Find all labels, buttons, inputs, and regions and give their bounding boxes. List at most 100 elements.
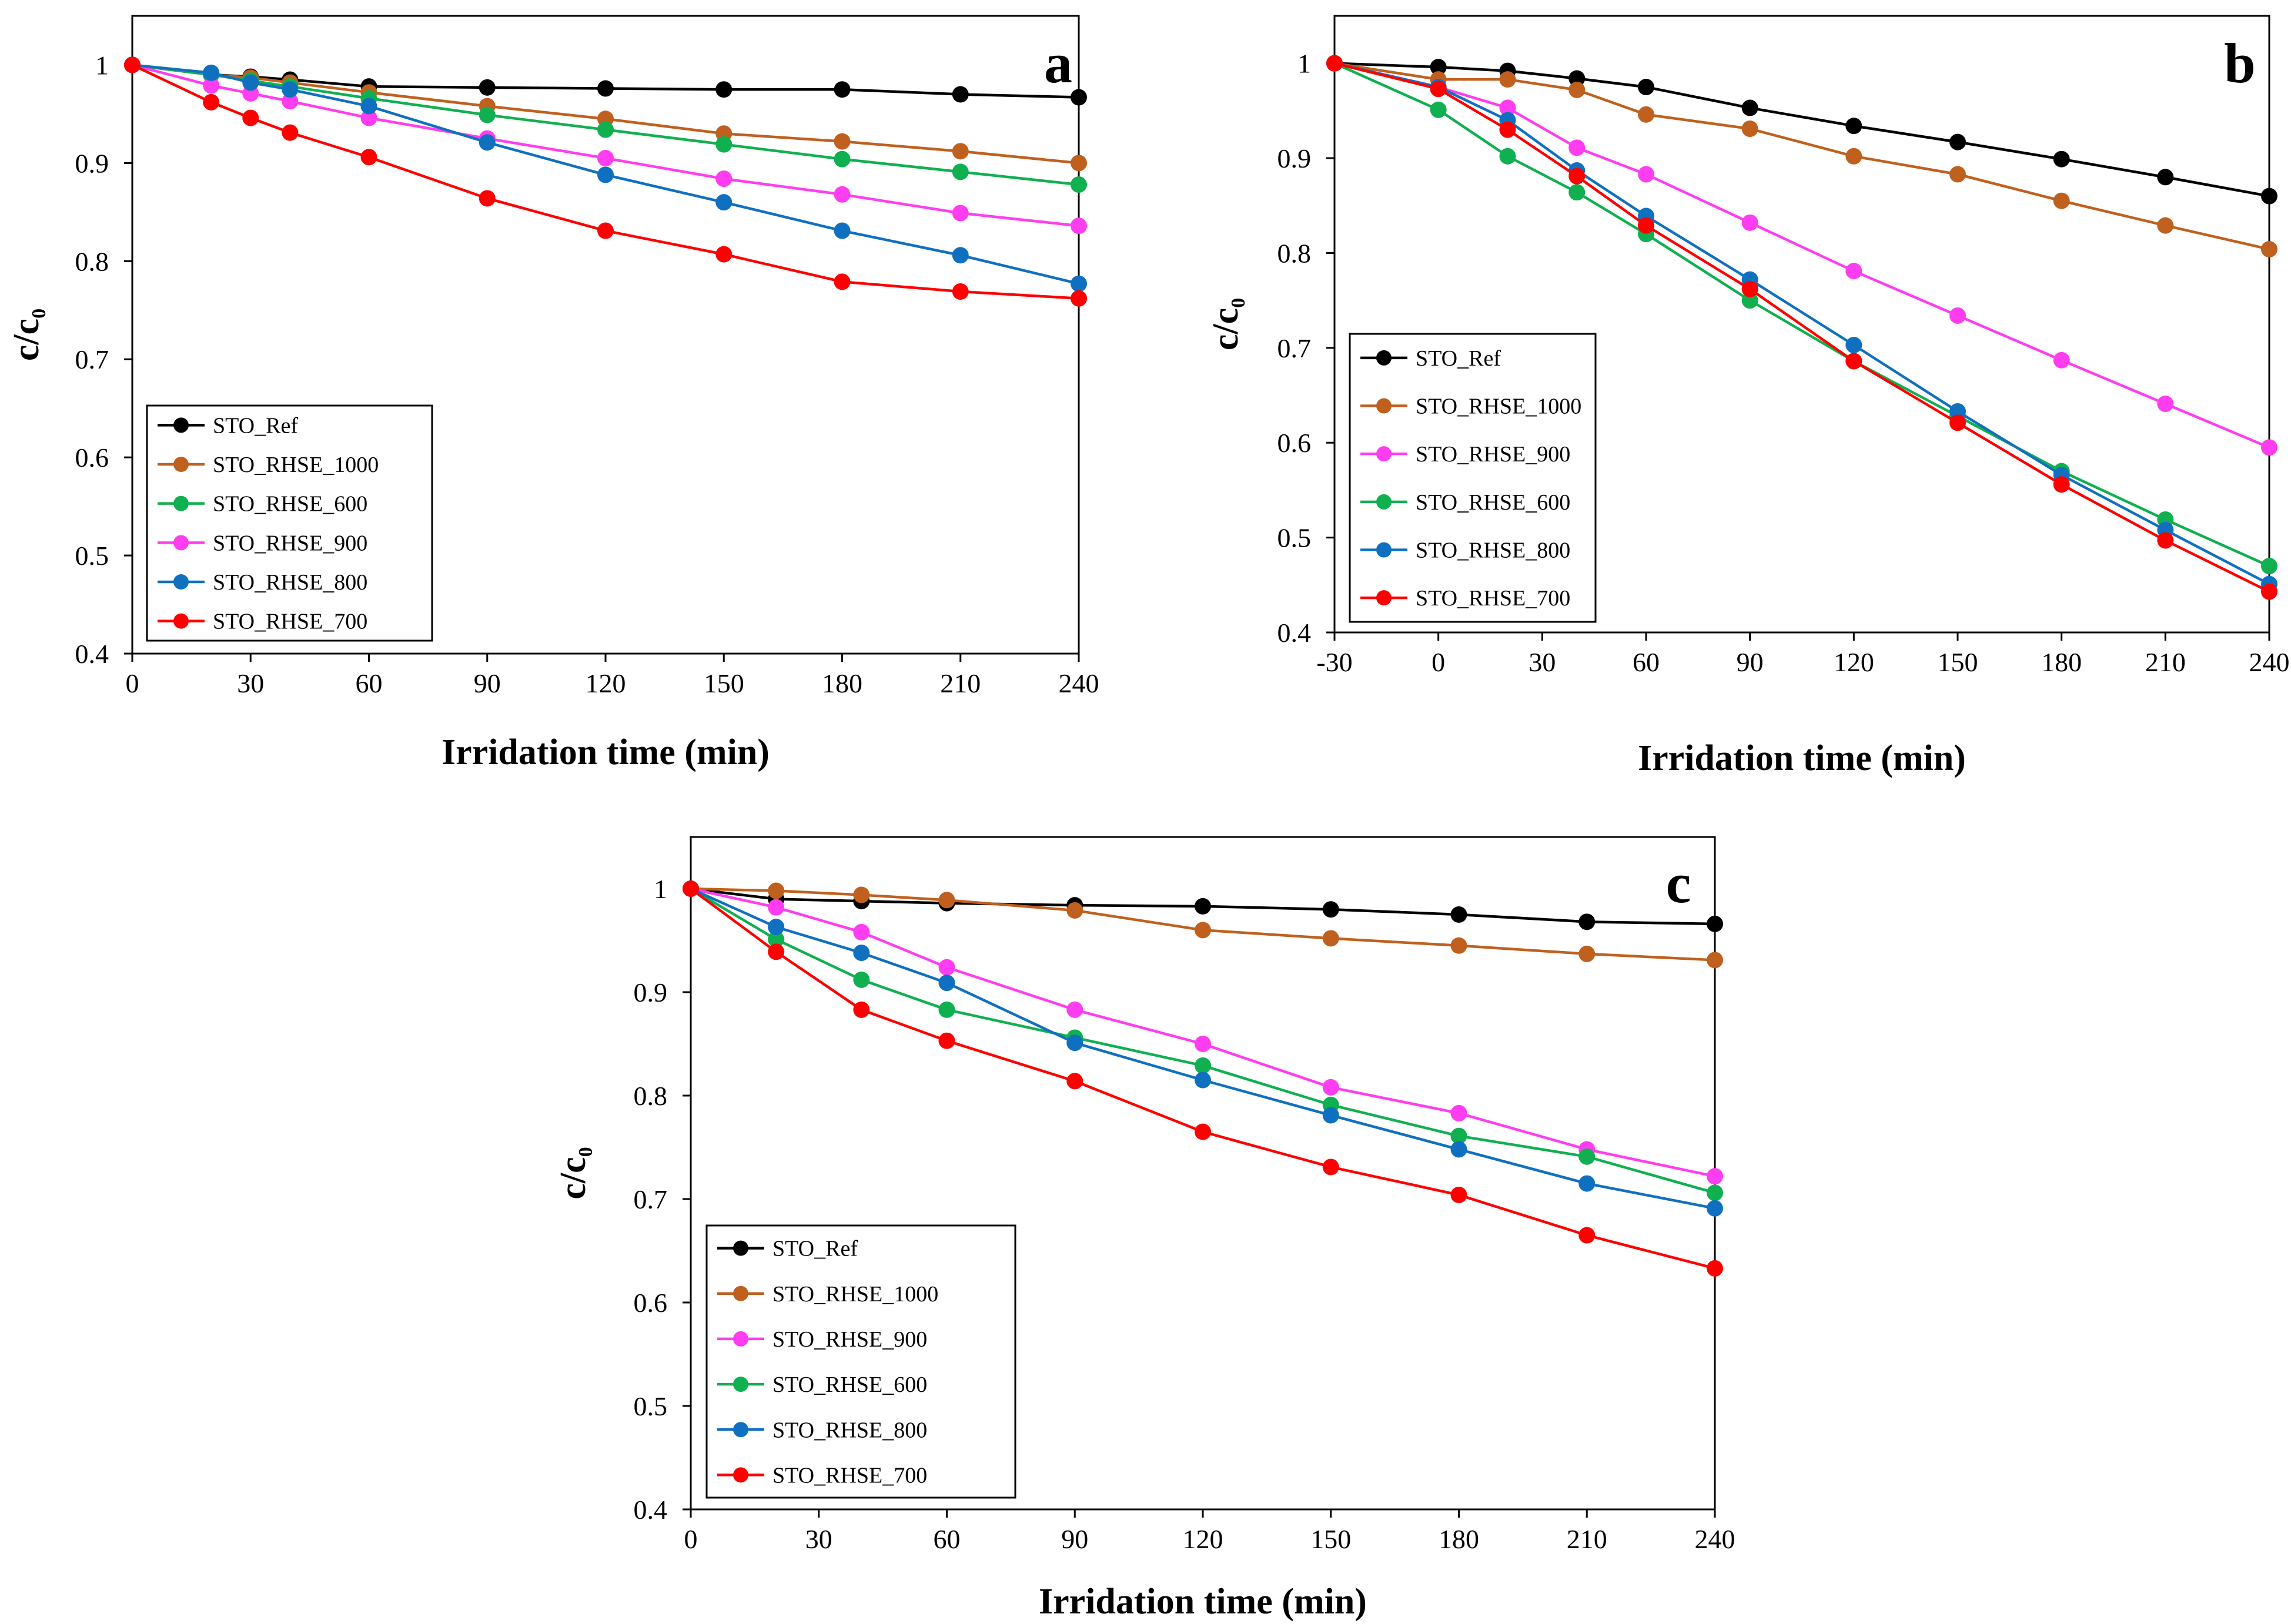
data-point bbox=[597, 166, 614, 183]
data-point bbox=[853, 945, 870, 962]
data-point bbox=[2053, 476, 2070, 493]
y-axis-title-main: c/c bbox=[6, 319, 46, 361]
data-point bbox=[2261, 439, 2277, 456]
x-tick-label: 90 bbox=[1737, 647, 1764, 677]
legend-marker bbox=[173, 535, 189, 551]
data-point bbox=[1741, 280, 1758, 297]
data-point bbox=[715, 81, 733, 98]
data-point bbox=[2157, 396, 2174, 413]
y-tick-label: 1 bbox=[95, 50, 109, 80]
x-axis-title: Irridation time (min) bbox=[1039, 1582, 1367, 1622]
legend-marker bbox=[1376, 446, 1392, 462]
data-point bbox=[1450, 1104, 1467, 1121]
data-point bbox=[1741, 120, 1758, 138]
data-point bbox=[1322, 1107, 1339, 1124]
data-point bbox=[834, 273, 851, 290]
data-point bbox=[1707, 915, 1723, 932]
legend-label: STO_RHSE_1000 bbox=[213, 453, 379, 477]
data-point bbox=[1322, 901, 1339, 918]
y-tick-label: 0.8 bbox=[634, 1081, 668, 1111]
data-point bbox=[1845, 118, 1862, 135]
data-point bbox=[952, 86, 969, 103]
legend-label: STO_RHSE_600 bbox=[772, 1372, 927, 1397]
data-point bbox=[1450, 1141, 1467, 1158]
legend-marker bbox=[173, 457, 189, 472]
x-tick-label: 60 bbox=[934, 1524, 961, 1554]
plot-frame bbox=[1333, 15, 2270, 634]
data-point bbox=[1450, 1186, 1467, 1203]
data-point bbox=[938, 892, 955, 909]
y-tick-label: 0.9 bbox=[1277, 143, 1312, 173]
series-line-sto-rhse-800 bbox=[690, 887, 1715, 1210]
legend-label: STO_RHSE_900 bbox=[213, 531, 367, 555]
data-point bbox=[768, 943, 785, 960]
data-point bbox=[1578, 1148, 1596, 1165]
data-point bbox=[1741, 292, 1758, 309]
x-tick-label: 90 bbox=[474, 668, 501, 698]
y-axis-title-main: c/c bbox=[553, 1157, 593, 1199]
data-point bbox=[1450, 937, 1467, 954]
legend-marker bbox=[733, 1331, 748, 1347]
data-point bbox=[124, 56, 141, 73]
legend-label: STO_Ref bbox=[772, 1237, 858, 1261]
data-point bbox=[1949, 307, 1966, 324]
data-point bbox=[1845, 148, 1862, 165]
x-tick-label: 30 bbox=[237, 668, 264, 698]
data-point bbox=[479, 106, 496, 123]
legend-label: STO_RHSE_1000 bbox=[1416, 394, 1581, 419]
data-point bbox=[2261, 558, 2277, 575]
data-point bbox=[683, 880, 699, 897]
legend-marker bbox=[733, 1240, 748, 1256]
y-axis-title-subscript: 0 bbox=[1228, 298, 1249, 308]
legend-label: STO_RHSE_700 bbox=[1416, 586, 1570, 611]
data-point bbox=[1578, 1175, 1596, 1192]
data-point bbox=[2261, 241, 2277, 258]
x-tick-label: 0 bbox=[126, 668, 139, 698]
data-point bbox=[2053, 351, 2070, 369]
legend-label: STO_Ref bbox=[213, 413, 298, 438]
y-tick-label: 0.9 bbox=[634, 977, 668, 1007]
data-point bbox=[1741, 99, 1758, 116]
data-point bbox=[1638, 106, 1654, 123]
series-line-sto-rhse-1000 bbox=[690, 887, 1715, 962]
x-axis-title: Irridation time (min) bbox=[1638, 738, 1966, 778]
data-point bbox=[282, 93, 299, 110]
data-point bbox=[1071, 217, 1087, 235]
legend-marker bbox=[733, 1285, 748, 1301]
y-tick-label: 0.4 bbox=[1277, 618, 1312, 648]
y-tick-label: 0.7 bbox=[1277, 333, 1312, 363]
data-point bbox=[715, 170, 733, 187]
data-point bbox=[1707, 952, 1723, 969]
legend-marker bbox=[1376, 590, 1392, 606]
panel-letter: c bbox=[1666, 852, 1691, 915]
y-tick-label: 0.8 bbox=[75, 246, 109, 276]
series-line-sto-rhse-1000 bbox=[1334, 62, 2270, 251]
series-line-sto-rhse-600 bbox=[690, 888, 1715, 1194]
data-point bbox=[938, 975, 955, 992]
data-point bbox=[2053, 192, 2070, 209]
data-point bbox=[2053, 150, 2070, 168]
data-point bbox=[853, 886, 870, 903]
data-point bbox=[282, 81, 299, 98]
legend-box bbox=[1349, 333, 1597, 623]
data-point bbox=[479, 134, 496, 151]
y-axis-title-subscript: 0 bbox=[28, 309, 50, 319]
x-tick-label: 180 bbox=[822, 668, 862, 698]
data-point bbox=[1638, 217, 1654, 234]
data-point bbox=[1949, 403, 1966, 420]
panel-letter: b bbox=[2224, 32, 2255, 95]
data-point bbox=[1845, 263, 1862, 280]
data-point bbox=[1741, 214, 1758, 231]
legend-label: STO_Ref bbox=[1416, 346, 1501, 371]
data-point bbox=[938, 1001, 955, 1018]
data-point bbox=[768, 931, 785, 948]
data-point bbox=[952, 205, 969, 222]
data-point bbox=[1430, 59, 1447, 76]
x-tick-label: 60 bbox=[1633, 647, 1660, 677]
legend-marker bbox=[733, 1467, 748, 1483]
y-tick-label: 0.8 bbox=[1277, 238, 1312, 268]
data-point bbox=[1499, 99, 1516, 116]
data-point bbox=[360, 98, 377, 115]
data-point bbox=[1450, 1127, 1467, 1144]
x-tick-label: 30 bbox=[805, 1524, 832, 1554]
